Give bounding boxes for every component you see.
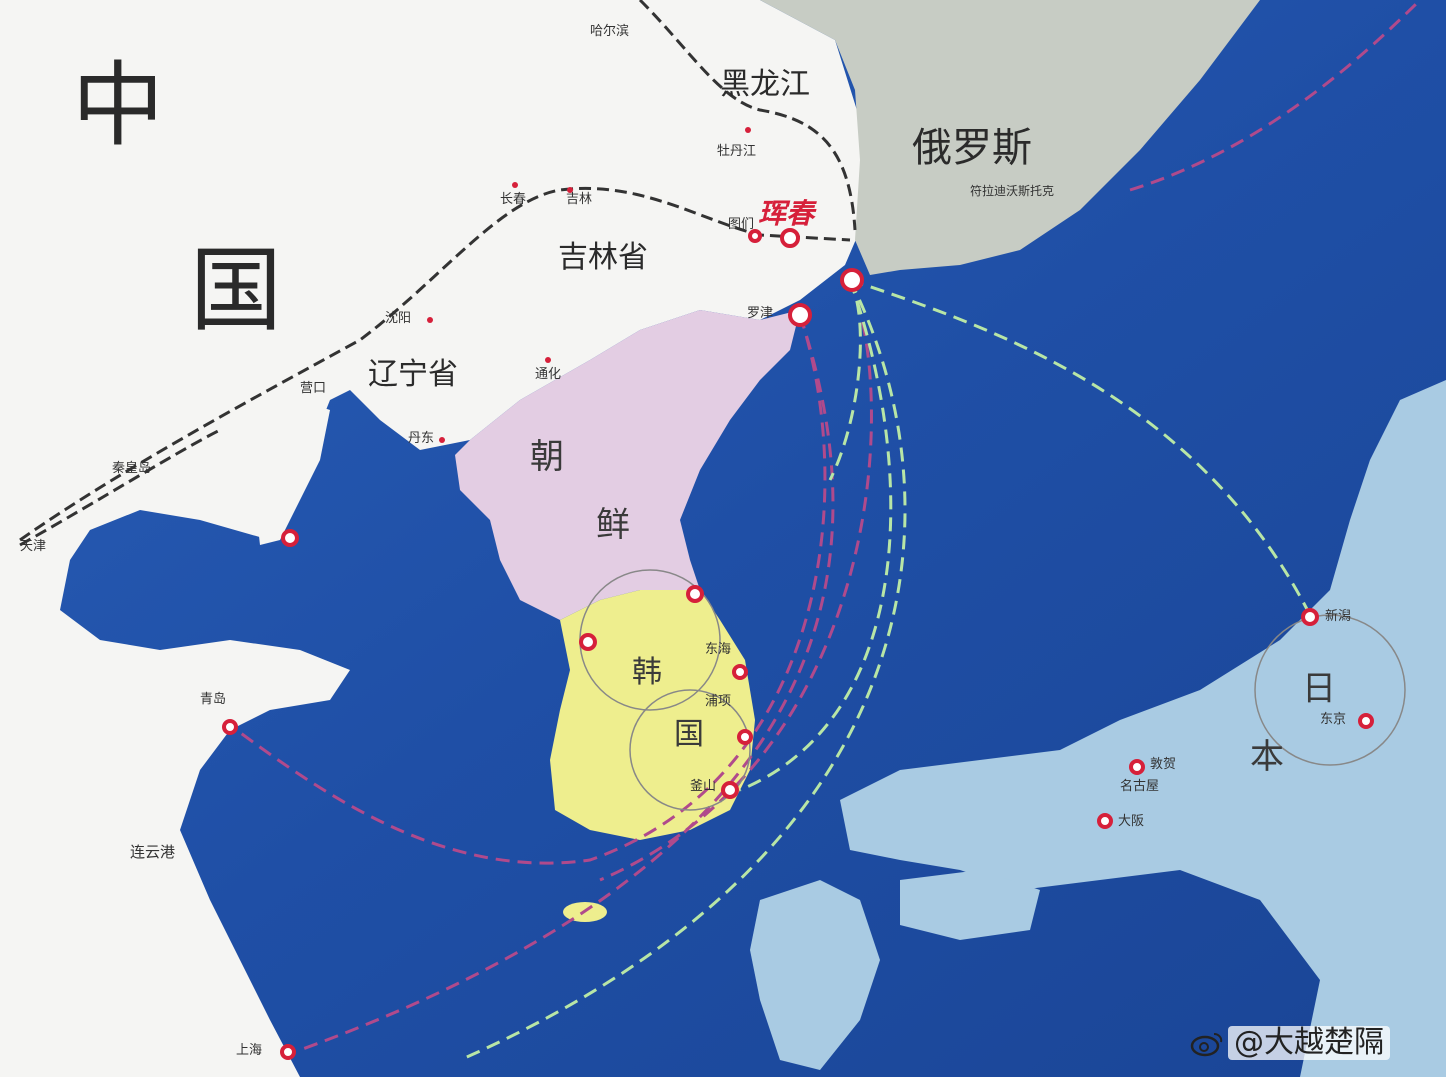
label-russia: 俄罗斯 (912, 125, 1032, 171)
north-korea-land (455, 310, 800, 620)
city-donghae: 东海 (705, 642, 732, 657)
city-qinhuangdao: 秦皇岛 (112, 461, 152, 476)
label-japan-ben: 本 (1250, 737, 1284, 777)
city-haerbin: 哈尔滨 (590, 24, 630, 39)
city-jilin: 吉林 (566, 192, 593, 207)
city-qingdao: 青岛 (200, 692, 227, 707)
weibo-icon (1190, 1033, 1223, 1057)
city-dandong: 丹东 (408, 431, 435, 446)
label-liaoning: 辽宁省 (368, 357, 458, 392)
city-tsuruga: 敦贺 (1150, 757, 1177, 772)
small-city-dots (427, 127, 751, 443)
japan-kyushu (750, 880, 880, 1070)
city-niigata: 新潟 (1325, 609, 1352, 624)
city-shenyang: 沈阳 (385, 311, 412, 326)
watermark: @大越楚隔 (1228, 1026, 1390, 1060)
city-tianjin: 天津 (20, 539, 47, 554)
label-south-korea-guo: 国 (674, 717, 704, 752)
city-shanghai: 上海 (236, 1043, 263, 1058)
city-mudanjiang: 牡丹江 (717, 144, 757, 159)
city-vladivostok: 符拉迪沃斯托克 (970, 184, 1055, 198)
city-tokyo: 东京 (1320, 712, 1347, 727)
city-yingkou: 营口 (300, 381, 327, 396)
liaodong-peninsula (250, 400, 330, 545)
label-heilongjiang: 黑龙江 (720, 67, 810, 102)
city-nagoya: 名古屋 (1120, 779, 1160, 794)
rail-lines (19, 0, 857, 547)
china-land (0, 0, 860, 1077)
city-pohang: 浦项 (705, 694, 732, 709)
label-south-korea-han: 韩 (632, 655, 662, 690)
city-changchun: 长春 (500, 192, 527, 207)
routes-green (459, 278, 1312, 1062)
label-china-guo: 国 (190, 237, 283, 344)
label-japan-ri: 日 (1302, 669, 1336, 709)
routes-purple (229, 0, 1422, 1052)
south-korea-land (550, 590, 755, 840)
label-north-korea-xian: 鲜 (596, 505, 630, 545)
label-china-zhong: 中 (72, 52, 165, 159)
city-luojin: 罗津 (747, 306, 774, 321)
city-busan: 釜山 (690, 779, 717, 794)
label-north-korea-chao: 朝 (530, 437, 564, 477)
city-lianyungang: 连云港 (130, 843, 176, 861)
russia-land (760, 0, 1260, 275)
city-osaka: 大阪 (1118, 814, 1145, 829)
region-circles (579, 569, 1406, 811)
city-markers (222, 228, 1374, 1060)
japan-shikoku (900, 870, 1040, 940)
city-tonghua: 通化 (535, 367, 562, 382)
japan-honshu (840, 380, 1446, 1077)
city-tumen: 图们 (728, 217, 755, 232)
label-jilin: 吉林省 (558, 240, 648, 275)
label-hunchun: 珲春 (758, 197, 815, 230)
